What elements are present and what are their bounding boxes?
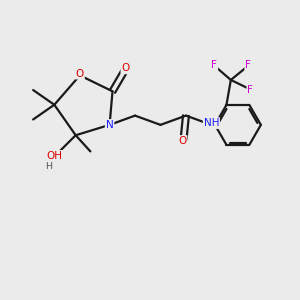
Text: F: F: [212, 60, 217, 70]
Text: OH: OH: [46, 151, 62, 161]
Text: O: O: [122, 63, 130, 74]
Text: F: F: [245, 60, 251, 70]
Text: O: O: [178, 136, 187, 146]
Text: NH: NH: [204, 118, 219, 128]
Text: F: F: [247, 85, 253, 95]
Text: O: O: [76, 69, 84, 79]
Text: H: H: [45, 162, 52, 171]
Text: N: N: [106, 120, 113, 130]
